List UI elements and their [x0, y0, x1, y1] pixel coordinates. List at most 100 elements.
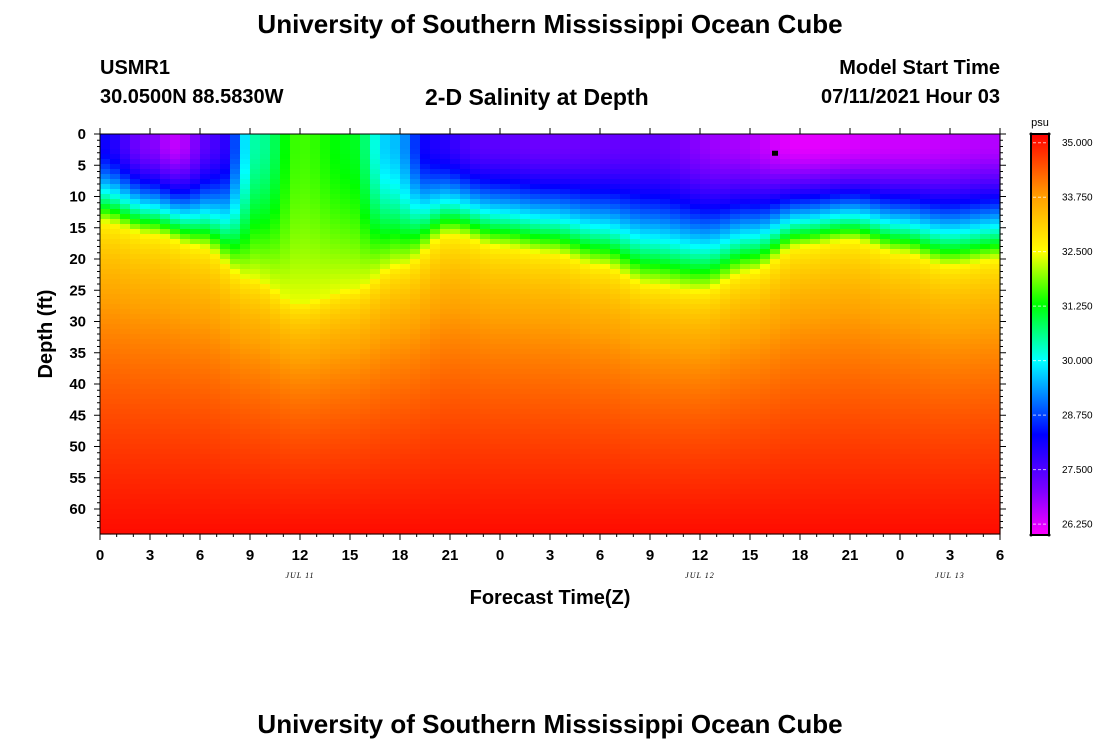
heatmap-cell — [450, 184, 461, 190]
heatmap-cell — [430, 199, 441, 205]
heatmap-cell — [200, 189, 211, 195]
heatmap-cell — [190, 214, 201, 220]
heatmap-cell — [570, 169, 581, 175]
heatmap-cell — [140, 284, 151, 290]
heatmap-cell — [620, 524, 631, 530]
heatmap-cell — [240, 204, 251, 210]
heatmap-cell — [350, 464, 361, 470]
heatmap-cell — [590, 374, 601, 380]
heatmap-cell — [320, 174, 331, 180]
heatmap-cell — [530, 374, 541, 380]
heatmap-cell — [500, 299, 511, 305]
heatmap-cell — [260, 149, 271, 155]
heatmap-cell — [490, 329, 501, 335]
heatmap-cell — [330, 514, 341, 520]
heatmap-cell — [340, 149, 351, 155]
heatmap-cell — [410, 204, 421, 210]
model-start-label: Model Start Time — [839, 57, 1000, 79]
heatmap-cell — [520, 474, 531, 480]
heatmap-cell — [570, 414, 581, 420]
heatmap-cell — [620, 369, 631, 375]
heatmap-cell — [420, 394, 431, 400]
heatmap-cell — [710, 224, 721, 230]
heatmap-cell — [650, 204, 661, 210]
heatmap-cell — [410, 469, 421, 475]
heatmap-cell — [110, 314, 121, 320]
heatmap-cell — [100, 479, 111, 485]
heatmap-cell — [470, 319, 481, 325]
heatmap-cell — [220, 309, 231, 315]
heatmap-cell — [710, 509, 721, 515]
heatmap-cell — [630, 184, 641, 190]
heatmap-cell — [240, 134, 251, 140]
heatmap-cell — [330, 479, 341, 485]
heatmap-cell — [100, 249, 111, 255]
heatmap-cell — [440, 524, 451, 530]
heatmap-cell — [280, 479, 291, 485]
heatmap-cell — [400, 494, 411, 500]
heatmap-cell — [330, 194, 341, 200]
heatmap-cell — [340, 159, 351, 165]
heatmap-cell — [690, 264, 701, 270]
heatmap-cell — [350, 424, 361, 430]
heatmap-cell — [130, 259, 141, 265]
heatmap-cell — [370, 219, 381, 225]
heatmap-cell — [100, 394, 111, 400]
heatmap-cell — [440, 349, 451, 355]
heatmap-cell — [320, 374, 331, 380]
heatmap-cell — [320, 364, 331, 370]
heatmap-cell — [360, 439, 371, 445]
heatmap-cell — [600, 399, 611, 405]
heatmap-cell — [220, 174, 231, 180]
heatmap-cell — [230, 254, 241, 260]
heatmap-cell — [470, 394, 481, 400]
heatmap-cell — [380, 199, 391, 205]
heatmap-cell — [700, 294, 711, 300]
heatmap-cell — [330, 509, 341, 515]
heatmap-cell — [370, 504, 381, 510]
heatmap-cell — [370, 394, 381, 400]
heatmap-cell — [650, 139, 661, 145]
heatmap-cell — [280, 504, 291, 510]
heatmap-cell — [650, 529, 661, 535]
heatmap-cell — [100, 139, 111, 145]
heatmap-cell — [510, 459, 521, 465]
heatmap-cell — [310, 314, 321, 320]
heatmap-cell — [420, 414, 431, 420]
heatmap-cell — [260, 294, 271, 300]
heatmap-cell — [270, 199, 281, 205]
heatmap-cell — [420, 159, 431, 165]
heatmap-cell — [670, 174, 681, 180]
heatmap-cell — [490, 169, 501, 175]
heatmap-cell — [330, 499, 341, 505]
heatmap-cell — [630, 334, 641, 340]
heatmap-cell — [200, 419, 211, 425]
heatmap-cell — [170, 164, 181, 170]
heatmap-cell — [290, 404, 301, 410]
heatmap-cell — [460, 264, 471, 270]
heatmap-cell — [530, 134, 541, 140]
heatmap-cell — [210, 489, 221, 495]
heatmap-cell — [640, 479, 651, 485]
heatmap-cell — [660, 439, 671, 445]
heatmap-cell — [160, 139, 171, 145]
heatmap-cell — [170, 279, 181, 285]
heatmap-cell — [460, 179, 471, 185]
heatmap-cell — [610, 149, 621, 155]
heatmap-cell — [330, 349, 341, 355]
heatmap-cell — [310, 424, 321, 430]
heatmap-cell — [300, 359, 311, 365]
heatmap-cell — [400, 209, 411, 215]
heatmap-cell — [600, 299, 611, 305]
heatmap-cell — [220, 459, 231, 465]
heatmap-cell — [620, 514, 631, 520]
heatmap-cell — [180, 149, 191, 155]
heatmap-cell — [520, 369, 531, 375]
heatmap-cell — [140, 264, 151, 270]
heatmap-cell — [250, 244, 261, 250]
heatmap-cell — [190, 174, 201, 180]
heatmap-cell — [630, 144, 641, 150]
heatmap-cell — [180, 159, 191, 165]
heatmap-cell — [250, 149, 261, 155]
heatmap-cell — [530, 359, 541, 365]
